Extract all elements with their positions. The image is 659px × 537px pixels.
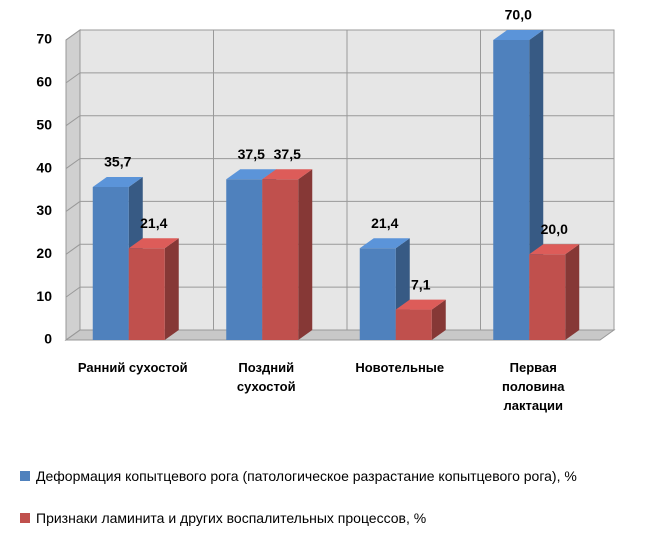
bar-top — [359, 238, 410, 249]
grid-line — [65, 200, 614, 212]
side-wall — [65, 29, 81, 341]
bar-side — [431, 299, 446, 340]
value-label: 37,5 — [274, 146, 301, 162]
bar — [359, 248, 396, 340]
grid-line — [65, 243, 614, 255]
bar — [226, 179, 263, 340]
bar — [529, 254, 566, 340]
bar-side — [565, 244, 580, 340]
bar-side — [164, 238, 179, 340]
grid-line — [65, 72, 614, 84]
y-tick-label: 0 — [44, 331, 52, 347]
value-label: 70,0 — [505, 7, 532, 23]
value-label: 7,1 — [411, 276, 431, 292]
x-tick-label: Поздний сухостой — [236, 360, 296, 394]
bar-top — [226, 169, 277, 180]
grid-line — [65, 158, 614, 169]
bar-top — [128, 238, 179, 249]
grid-line — [65, 115, 614, 127]
legend-item: Деформация копытцевого рога (патологичес… — [20, 468, 577, 484]
legend-swatch — [20, 471, 30, 481]
legend-label: Деформация копытцевого рога (патологичес… — [36, 468, 577, 484]
legend-item: Признаки ламинита и других воспалительны… — [20, 510, 426, 526]
legend-label: Признаки ламинита и других воспалительны… — [36, 510, 427, 526]
bar-top — [92, 177, 143, 187]
y-tick-label: 50 — [36, 116, 52, 132]
legend-swatch — [20, 513, 30, 523]
bar-top — [262, 169, 313, 180]
y-tick-label: 60 — [36, 74, 52, 90]
bar-top — [493, 30, 544, 40]
y-tick-label: 10 — [36, 288, 52, 304]
grid-line — [65, 286, 614, 298]
bar — [493, 40, 530, 340]
y-tick-label: 20 — [36, 245, 52, 261]
bar-top — [395, 299, 446, 310]
bar-side — [298, 169, 313, 340]
value-label: 21,4 — [371, 215, 398, 231]
value-label: 35,7 — [104, 154, 131, 170]
bar — [128, 248, 165, 340]
y-tick-label: 40 — [36, 159, 52, 175]
bar — [395, 309, 432, 340]
x-tick-label: Первая половина лактации — [501, 360, 565, 413]
x-tick-label: Ранний сухостой — [77, 360, 188, 375]
y-tick-label: 70 — [36, 31, 52, 47]
value-label: 21,4 — [140, 215, 167, 231]
bar-top — [529, 244, 580, 255]
grid-line — [65, 29, 614, 41]
x-tick-label: Новотельные — [355, 360, 445, 375]
value-label: 37,5 — [238, 146, 265, 162]
bar — [92, 187, 129, 340]
y-tick-label: 30 — [36, 202, 52, 218]
value-label: 20,0 — [541, 221, 568, 237]
bar — [262, 179, 299, 340]
